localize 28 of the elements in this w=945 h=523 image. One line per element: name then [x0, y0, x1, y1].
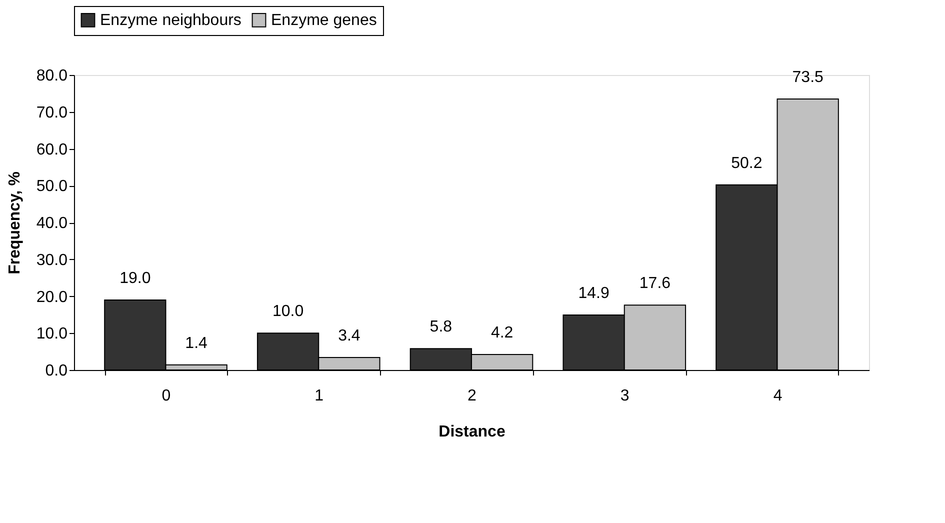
x-tick-label: 1 — [314, 388, 324, 404]
y-tick-label: 60.0 — [36, 141, 68, 158]
y-tick-label: 40.0 — [36, 215, 68, 232]
data-label: 73.5 — [792, 68, 824, 86]
x-tick-label: 2 — [468, 388, 477, 404]
legend-label: Enzyme genes — [271, 12, 377, 30]
y-tick-label: 30.0 — [36, 252, 68, 269]
x-axis-title: Distance — [438, 424, 506, 440]
y-tick-label: 50.0 — [36, 178, 68, 196]
data-label: 5.8 — [430, 318, 452, 336]
y-axis-title: Frequency, % — [6, 172, 24, 274]
data-label: 1.4 — [185, 334, 208, 352]
legend-label: Enzyme neighbours — [100, 12, 242, 30]
data-label: 10.0 — [272, 303, 304, 320]
data-label: 14.9 — [578, 285, 610, 302]
y-tick-label: 10.0 — [36, 326, 68, 343]
y-tick-label: 80.0 — [36, 68, 68, 84]
data-label: 3.4 — [338, 327, 360, 344]
data-label: 50.2 — [731, 154, 762, 172]
data-label: 4.2 — [490, 324, 514, 342]
data-label: 19.0 — [120, 270, 151, 287]
x-tick-label: 0 — [162, 388, 171, 404]
y-tick-label: 0.0 — [45, 362, 68, 380]
data-label: 17.6 — [639, 275, 671, 292]
y-tick-label: 20.0 — [36, 288, 68, 306]
y-tick-label: 70.0 — [36, 104, 68, 122]
x-tick-label: 3 — [620, 388, 630, 404]
x-tick-label: 4 — [773, 388, 782, 404]
